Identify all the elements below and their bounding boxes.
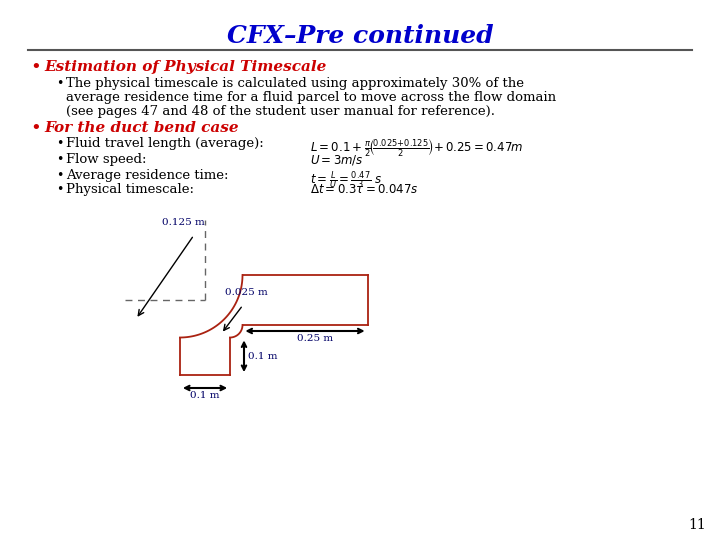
Text: 0.1 m: 0.1 m	[248, 352, 277, 361]
Text: $U = 3m/s$: $U = 3m/s$	[310, 153, 364, 167]
Text: Physical timescale:: Physical timescale:	[66, 183, 194, 196]
Text: (see pages 47 and 48 of the student user manual for reference).: (see pages 47 and 48 of the student user…	[66, 105, 495, 118]
Text: Average residence time:: Average residence time:	[66, 169, 228, 182]
Text: •: •	[56, 153, 63, 166]
Text: The physical timescale is calculated using approximately 30% of the: The physical timescale is calculated usi…	[66, 77, 524, 90]
Text: 11: 11	[688, 518, 706, 532]
Text: 0.25 m: 0.25 m	[297, 334, 333, 343]
Text: •: •	[56, 137, 63, 150]
Text: CFX–Pre continued: CFX–Pre continued	[227, 24, 493, 48]
Text: $\Delta t = 0.3\tau = 0.047s$: $\Delta t = 0.3\tau = 0.047s$	[310, 183, 419, 196]
Text: •: •	[56, 169, 63, 182]
Text: 0.025 m: 0.025 m	[225, 288, 268, 297]
Text: 0.1 m: 0.1 m	[190, 391, 220, 400]
Text: •: •	[30, 59, 41, 77]
Text: •: •	[30, 120, 41, 138]
Text: average residence time for a fluid parcel to move across the flow domain: average residence time for a fluid parce…	[66, 91, 556, 104]
Text: Estimation of Physical Timescale: Estimation of Physical Timescale	[44, 60, 326, 74]
Text: 0.125 m: 0.125 m	[162, 218, 204, 227]
Text: •: •	[56, 183, 63, 196]
Text: $t = \frac{L}{U} = \frac{0.47}{3}\ s$: $t = \frac{L}{U} = \frac{0.47}{3}\ s$	[310, 169, 382, 191]
Text: For the duct bend case: For the duct bend case	[44, 121, 238, 135]
Text: $L = 0.1+\frac{\pi}{2}\!\left(\!\frac{0.025\!+\!0.125}{2}\!\right)\!+0.25=0.47m$: $L = 0.1+\frac{\pi}{2}\!\left(\!\frac{0.…	[310, 137, 523, 158]
Text: Flow speed:: Flow speed:	[66, 153, 146, 166]
Text: Fluid travel length (average):: Fluid travel length (average):	[66, 137, 264, 150]
Text: •: •	[56, 77, 63, 90]
